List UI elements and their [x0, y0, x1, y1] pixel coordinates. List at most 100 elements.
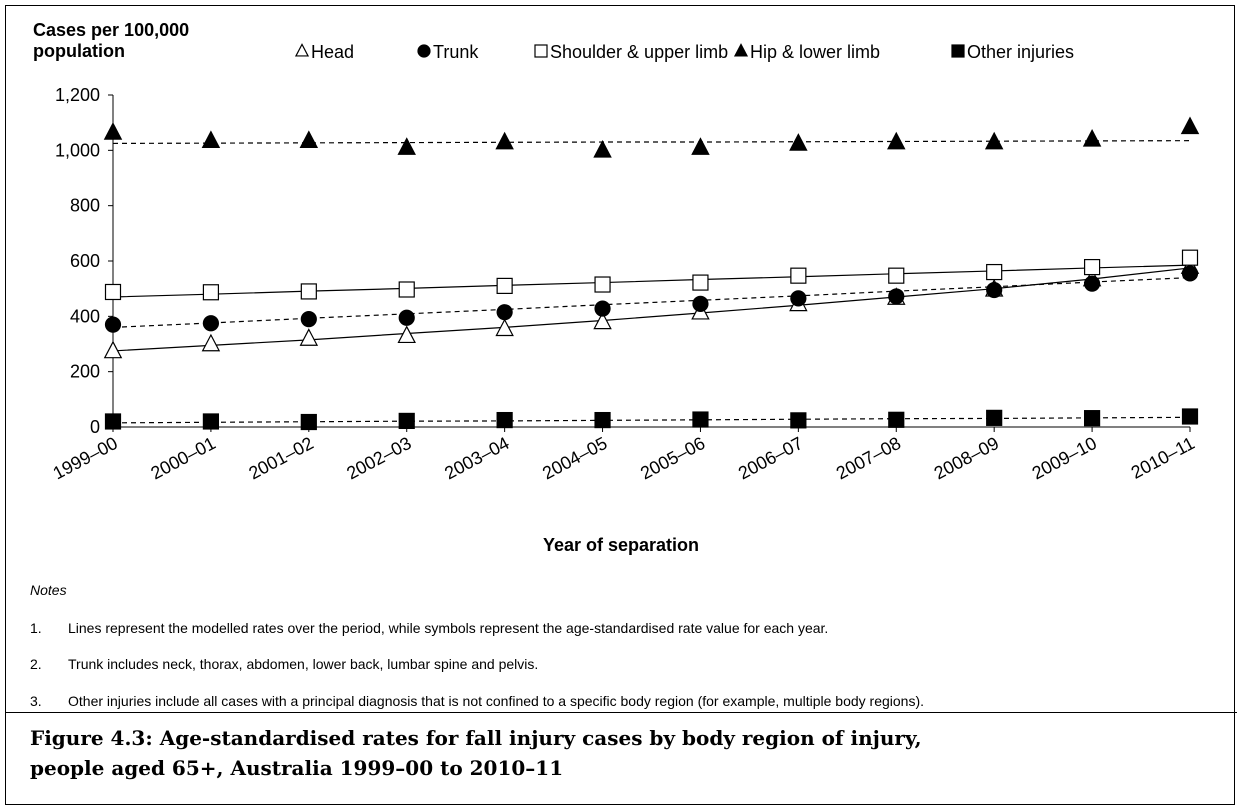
- marker: [691, 137, 710, 155]
- marker: [398, 281, 415, 298]
- marker: [397, 325, 416, 344]
- y-tick-label: 800: [70, 196, 100, 216]
- marker: [496, 277, 513, 294]
- note-number: 3.: [30, 693, 42, 709]
- notes-heading: Notes: [30, 582, 67, 598]
- legend-marker: [534, 44, 548, 58]
- marker: [888, 288, 905, 305]
- model-line: [112, 267, 1191, 352]
- marker: [495, 318, 514, 337]
- marker: [103, 122, 123, 140]
- model-line: [112, 416, 1191, 424]
- marker: [104, 283, 122, 301]
- marker: [986, 263, 1003, 281]
- marker: [300, 283, 317, 300]
- marker: [1082, 128, 1102, 147]
- note-text: Trunk includes neck, thorax, abdomen, lo…: [68, 656, 539, 672]
- marker: [887, 131, 906, 150]
- model-line: [112, 264, 1191, 298]
- marker: [496, 411, 513, 429]
- note-text: Lines represent the modelled rates over …: [68, 620, 829, 636]
- y-tick-label: 0: [90, 417, 100, 437]
- marker: [1083, 258, 1101, 276]
- y-tick-label: 1,200: [55, 85, 100, 105]
- marker: [1083, 410, 1101, 427]
- marker: [593, 140, 612, 158]
- x-tick-label: 2001–02: [245, 433, 316, 484]
- model-line: [112, 140, 1191, 145]
- legend-label: Head: [311, 42, 354, 62]
- legend-label: Other injuries: [967, 42, 1074, 62]
- marker: [888, 267, 905, 284]
- y-tick-label: 600: [70, 251, 100, 271]
- legend-marker: [294, 43, 310, 57]
- x-tick-label: 2008–09: [931, 433, 1002, 484]
- marker: [1180, 116, 1200, 135]
- marker: [692, 411, 709, 428]
- marker: [692, 295, 709, 312]
- x-tick-label: 2003–04: [441, 433, 512, 484]
- x-tick-label: 2005–06: [637, 433, 708, 484]
- marker: [986, 409, 1003, 426]
- y-axis-title: Cases per 100,000 population: [33, 20, 190, 61]
- marker: [789, 133, 808, 151]
- note-number: 1.: [30, 620, 42, 636]
- marker: [594, 276, 611, 293]
- x-tick-label: 2004–05: [539, 433, 610, 484]
- marker: [398, 309, 415, 326]
- marker: [398, 412, 415, 430]
- legend-marker: [733, 43, 749, 57]
- marker: [1181, 408, 1199, 425]
- legend-label: Hip & lower limb: [750, 42, 880, 62]
- y-tick-label: 1,000: [55, 140, 100, 160]
- x-axis-title: Year of separation: [543, 535, 699, 555]
- x-tick-label: 1999–00: [50, 433, 121, 484]
- marker: [1181, 249, 1199, 266]
- figure-frame: [5, 5, 1235, 805]
- figure-caption: Figure 4.3: Age-standardised rates for f…: [30, 726, 922, 780]
- x-tick-label: 2000–01: [148, 433, 219, 484]
- marker: [496, 304, 513, 321]
- marker: [103, 340, 123, 359]
- legend-label: Trunk: [433, 42, 479, 62]
- x-tick-label: 2002–03: [343, 433, 414, 484]
- marker: [104, 316, 122, 333]
- marker: [202, 284, 220, 301]
- y-tick-label: 400: [70, 306, 100, 326]
- marker: [790, 290, 807, 307]
- marker: [594, 411, 611, 429]
- x-tick-label: 2007–08: [833, 433, 904, 484]
- marker: [397, 137, 416, 155]
- marker: [986, 281, 1003, 299]
- marker: [984, 131, 1004, 150]
- marker: [202, 315, 220, 332]
- marker: [593, 311, 612, 330]
- marker: [201, 333, 221, 352]
- marker: [300, 413, 317, 431]
- marker: [1181, 265, 1199, 282]
- marker: [790, 412, 807, 429]
- marker: [202, 413, 220, 430]
- x-tick-label: 2010–11: [1128, 433, 1198, 483]
- x-tick-label: 2006–07: [735, 433, 806, 484]
- marker: [495, 131, 514, 150]
- legend-marker: [417, 44, 431, 58]
- y-tick-label: 200: [70, 362, 100, 382]
- marker: [888, 411, 905, 428]
- marker: [594, 300, 611, 317]
- marker: [790, 267, 807, 284]
- separator: [5, 712, 1237, 713]
- marker: [104, 413, 122, 430]
- marker: [201, 130, 221, 148]
- marker: [692, 274, 709, 291]
- marker: [299, 130, 319, 148]
- note-text: Other injuries include all cases with a …: [68, 693, 925, 709]
- note-number: 2.: [30, 656, 42, 672]
- legend-label: Shoulder & upper limb: [550, 42, 728, 62]
- legend-marker: [951, 44, 965, 58]
- x-tick-label: 2009–10: [1029, 433, 1100, 484]
- marker: [299, 328, 319, 346]
- marker: [1083, 275, 1101, 292]
